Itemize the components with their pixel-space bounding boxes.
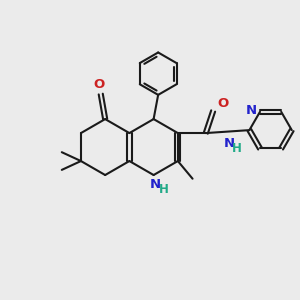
Text: H: H: [159, 183, 169, 196]
Text: N: N: [224, 137, 235, 150]
Text: H: H: [232, 142, 242, 155]
Text: O: O: [94, 77, 105, 91]
Text: N: N: [149, 178, 161, 191]
Text: N: N: [246, 104, 257, 117]
Text: O: O: [218, 97, 229, 110]
